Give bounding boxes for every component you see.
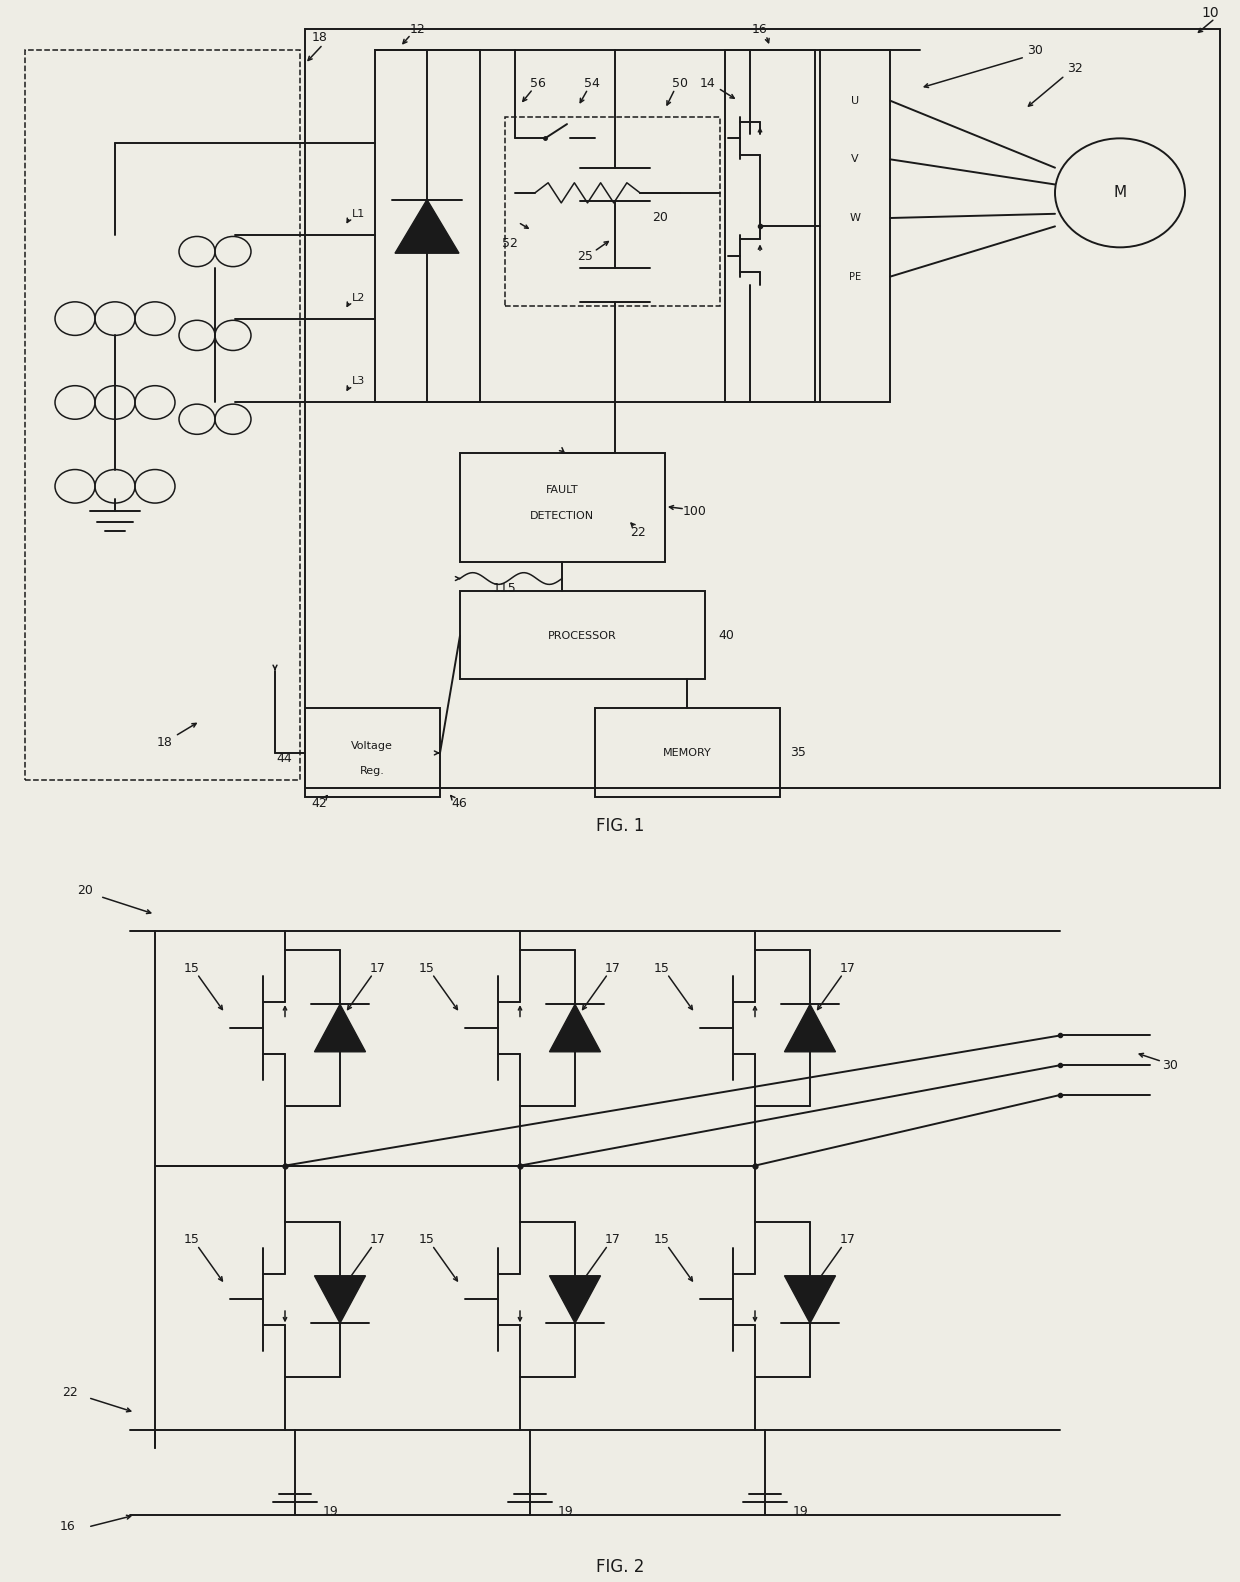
Polygon shape [549,1005,600,1052]
Bar [505,117,720,305]
Text: 12: 12 [410,22,425,36]
Polygon shape [396,199,459,253]
Text: 17: 17 [839,1234,856,1247]
Bar [25,51,300,780]
Polygon shape [785,1275,836,1323]
Text: 15: 15 [184,1234,200,1247]
Text: 44: 44 [277,753,291,766]
Text: 35: 35 [790,747,806,759]
Text: 54: 54 [584,78,600,90]
Text: 19: 19 [794,1504,808,1517]
Polygon shape [315,1275,366,1323]
Bar [460,592,706,679]
Text: DETECTION: DETECTION [529,511,594,522]
Text: L1: L1 [352,209,366,218]
Text: 17: 17 [839,962,856,975]
Text: W: W [849,214,861,223]
Text: 16: 16 [60,1520,76,1533]
Text: Voltage: Voltage [351,742,393,751]
Text: 52: 52 [502,237,518,250]
Text: L2: L2 [352,293,366,302]
Bar [305,709,440,797]
Polygon shape [315,1005,366,1052]
Bar [305,30,1220,788]
Text: 100: 100 [683,505,707,517]
Text: 15: 15 [653,1234,670,1247]
Text: 56: 56 [529,78,546,90]
Text: 18: 18 [157,736,172,748]
Text: 15: 15 [419,1234,435,1247]
Text: FAULT: FAULT [546,486,578,495]
Text: 16: 16 [753,22,768,36]
Text: Reg.: Reg. [360,766,384,777]
Bar [374,51,480,402]
Text: 17: 17 [605,1234,621,1247]
Text: 50: 50 [672,78,688,90]
Polygon shape [785,1005,836,1052]
Text: PROCESSOR: PROCESSOR [548,631,616,641]
Text: 40: 40 [718,630,734,642]
Text: 22: 22 [630,525,646,539]
Bar [595,709,780,797]
Text: 30: 30 [1162,1058,1178,1071]
Text: MEMORY: MEMORY [662,748,712,758]
Bar [820,51,890,402]
Text: 46: 46 [451,797,467,810]
Text: 18: 18 [312,32,327,44]
Text: 22: 22 [62,1386,78,1398]
Text: 115: 115 [494,582,517,595]
Text: 17: 17 [370,1234,386,1247]
Text: 14: 14 [701,78,715,90]
Text: 10: 10 [1202,6,1219,19]
Text: 15: 15 [653,962,670,975]
Text: U: U [851,95,859,106]
Text: 32: 32 [1068,62,1083,76]
Text: 25: 25 [577,250,593,263]
Text: 20: 20 [77,884,93,897]
Text: FIG. 1: FIG. 1 [595,816,645,835]
Text: V: V [851,155,859,165]
Text: 19: 19 [558,1504,574,1517]
Text: 42: 42 [311,797,327,810]
Polygon shape [549,1275,600,1323]
Text: FIG. 2: FIG. 2 [595,1558,645,1576]
Text: 20: 20 [652,212,668,225]
Bar [725,51,815,402]
Text: L3: L3 [352,377,366,386]
Text: M: M [1114,185,1127,201]
Text: 30: 30 [1027,44,1043,57]
Bar [460,452,665,562]
Text: 15: 15 [419,962,435,975]
Text: 15: 15 [184,962,200,975]
Text: 17: 17 [370,962,386,975]
Text: 19: 19 [322,1504,339,1517]
Text: PE: PE [849,272,861,282]
Text: 17: 17 [605,962,621,975]
